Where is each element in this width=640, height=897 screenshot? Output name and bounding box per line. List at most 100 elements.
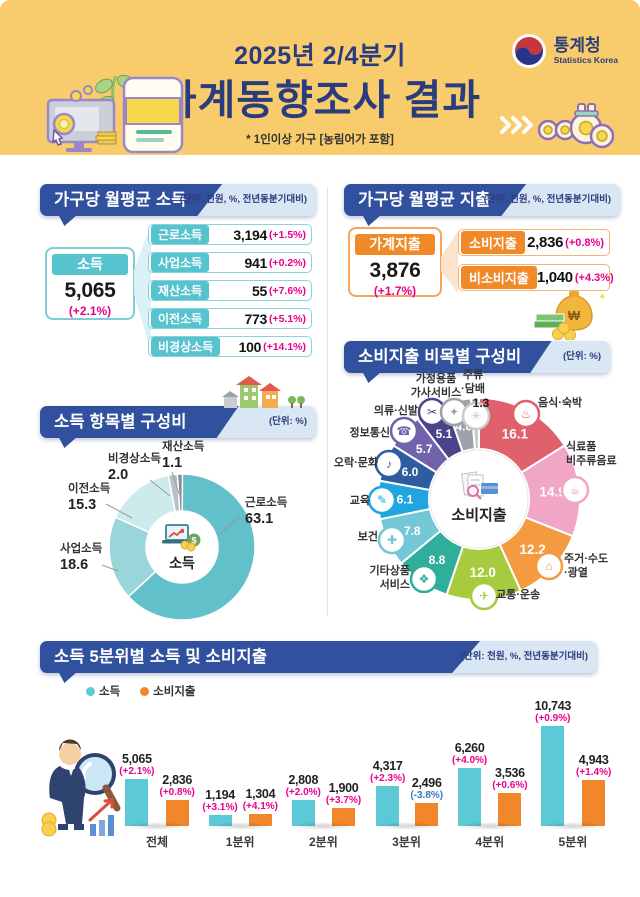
expenditure-total-change: (+1.7%) [373,284,417,298]
bar-chart-legend: 소득 소비지출 [86,683,196,699]
bar-소득 [291,800,315,826]
pie-value-label: 63.1 [245,511,273,527]
slice-value: 16.1 [502,426,529,441]
shopping-icon: ❖ [419,572,430,586]
section-unit: (단위: 천원, %, 전년동분기대비) [460,651,588,662]
income-item-label: 비경상소득 [151,337,221,356]
donut-category-label: 서비스 [380,577,410,591]
donut-category-label: 음식·숙박 [538,395,582,409]
bar-category-label: 2분위 [308,835,338,849]
expenditure-item-label: 소비지출 [461,231,525,254]
money-bag-illustration-icon: ₩ ✦ ✦ [533,286,606,340]
donut-category-label: 가사서비스 [411,385,462,399]
bar-shadow [374,822,439,830]
income-item-change: (+0.2%) [268,256,306,269]
slice-value: 12.2 [519,542,545,557]
section-title: 가구당 월평균 소득 [54,191,187,209]
slice-value: 6.1 [397,493,414,507]
income-item-label: 근로소득 [151,225,210,244]
bar-change-label: (+3.1%) [202,802,238,813]
legend-dot [140,686,150,696]
pie-category-label: 근로소득 [245,496,288,509]
bar-change-label: (+0.9%) [535,713,571,724]
donut-category-label: 식료품 [566,439,596,453]
slice-value: 5.1 [436,427,453,441]
bar-group-5분위: 10,743 (+0.9%) 4,943 (+1.4%) 5분위 [534,694,612,850]
bar-소비지출 [332,808,356,826]
bar-value-label: 1,900 [328,781,359,795]
slice-value: 8.8 [429,553,446,567]
svg-text:✦: ✦ [598,292,606,303]
section-title: 가구당 월평균 지출 [358,191,491,209]
donut-center-label: 소비지출 [451,507,506,524]
bar-change-label: (+1.4%) [576,767,612,778]
bar-group-1분위: 1,194 (+3.1%) 1,304 (+4.1%) 1분위 [201,694,279,850]
quintile-bar-chart: 5,065 (+2.1%) 2,836 (+0.8%) 전체 1,194 (+3.1%) 1,… [118,694,612,850]
bar-소비지출 [498,793,522,826]
income-item-row: 재산소득 55 (+7.6%) [148,280,312,301]
income-total-value: 5,065 [64,279,116,302]
income-item-value: 941 [244,254,267,271]
bar-소득 [208,815,232,826]
section-header-expenditure: 가구당 월평균 지출 (단위: 천원, %, 전년동분기대비) [344,184,620,226]
donut-category-label: 의류·신발 [374,403,418,417]
bar-value-label: 1,304 [245,787,276,801]
slice-value: 14.9 [540,484,566,499]
bar-소득 [125,779,149,826]
slice-value: 12.0 [470,565,496,580]
liquor-icon: ✳ [471,409,481,423]
section-unit: (단위: 천원, %, 전년동분기대비) [179,194,307,205]
legend-dot [86,686,95,696]
expenditure-fan-connector [441,231,458,293]
income-item-change: (+14.1%) [263,340,306,353]
section-header-income: 가구당 월평균 소득 (단위: 천원, %, 전년동분기대비) [40,184,316,226]
education-icon: ✎ [377,493,387,507]
section-title: 소비지출 비목별 구성비 [358,348,522,366]
bar-value-label: 6,260 [454,741,485,755]
donut-category-label: 가정용품 [416,371,456,385]
donut-category-label: 교육 [350,494,370,507]
taegeuk-icon [511,34,546,68]
donut-category-label: ·광열 [564,566,588,579]
bar-value-label: 5,065 [121,752,152,766]
income-item-row: 사업소득 941 (+0.2%) [148,252,312,273]
pie-value-label: 1.1 [162,455,182,471]
report-quarter: 2025년 2/4분기 [234,42,406,70]
slice-value: 7.8 [404,524,421,538]
expenditure-item-change: (+4.3%) [574,271,614,284]
agency-name: 통계청 [553,35,601,55]
legend-label: 소득 [99,686,121,698]
income-item-value: 55 [251,282,267,299]
income-item-label: 이전소득 [151,309,210,328]
section-header-expenditure-composition: 소비지출 비목별 구성비 (단위: %) [344,341,610,383]
donut-category-label: 비주류음료 [566,453,617,467]
donut-category-label: 주류 [463,368,483,381]
income-item-value: 100 [238,338,262,355]
bar-소득 [376,786,400,826]
expenditure-item-label: 비소비지출 [461,266,537,289]
income-composition-chart: $ 소득 근로소득 63.1 사업소득 18.6 이전소득 15.3 비경상소득 2.0 재산소득 1… [58,438,310,634]
bar-group-3분위: 4,317 (+2.3%) 2,496 (-3.8%) 3분위 [368,694,446,850]
pie-category-label: 재산소득 [162,439,205,453]
agency-logo: 통계청 Statistics Korea [511,33,618,69]
slice-value: 1.3 [473,396,490,410]
money-bags-illustration-icon [500,103,615,149]
income-item-change: (+5.1%) [268,312,306,325]
expenditure-item-row: 소비지출 2,836 (+0.8%) [458,229,610,256]
expenditure-total-value: 3,876 [369,259,421,282]
donut-category-label: 정보통신 [350,425,390,439]
bar-change-label: (+0.6%) [492,780,528,791]
income-fan-connector [134,224,151,352]
bar-value-label: 2,836 [162,773,193,787]
bar-소득 [541,726,565,826]
slice-value: 5.7 [416,442,433,456]
agency-name-en: Statistics Korea [553,54,618,65]
legend-item: 소득 [86,683,120,699]
bar-value-label: 2,808 [288,773,319,787]
expenditure-item-change: (+0.8%) [565,236,604,249]
bar-shadow [208,822,273,830]
svg-text:₩: ₩ [568,308,581,323]
bar-category-label: 5분위 [558,835,588,849]
expenditure-total-box: 가계지출 3,876 (+1.7%) [348,227,442,298]
